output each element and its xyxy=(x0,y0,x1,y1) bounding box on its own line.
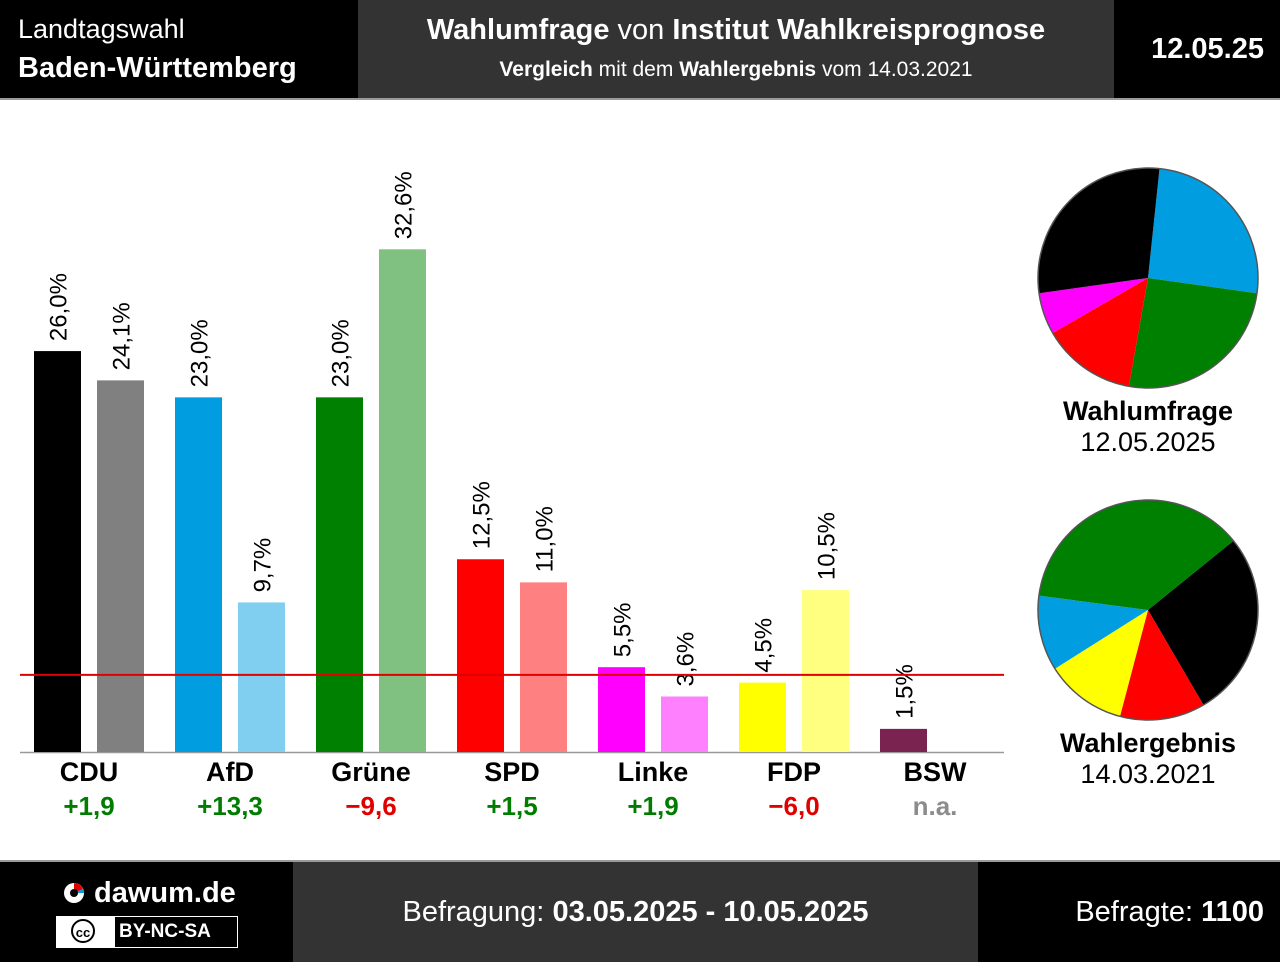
bar-value-label: 24,1% xyxy=(109,302,136,370)
title-mid: von xyxy=(617,14,665,46)
category-label: Linke xyxy=(618,757,689,787)
survey-dates: 03.05.2025 - 10.05.2025 xyxy=(552,896,869,928)
pie-poll-slice xyxy=(1037,167,1160,294)
bar-poll-0 xyxy=(34,351,81,752)
change-label: +13,3 xyxy=(197,791,263,821)
pie-result-slice xyxy=(1119,610,1204,720)
bar-result-1 xyxy=(238,602,285,752)
title-block: Wahlumfrage von Institut Wahlkreisprogno… xyxy=(358,0,1114,98)
bar-value-label: 32,6% xyxy=(391,171,418,239)
bar-poll-4 xyxy=(598,667,645,752)
change-label: +1,9 xyxy=(627,791,678,821)
bar-poll-6 xyxy=(880,728,927,752)
pie-poll-slice xyxy=(1052,278,1148,387)
license-text: BY-NC-SA xyxy=(119,921,211,942)
election-type: Landtagswahl xyxy=(18,14,185,44)
title-strong-2: Institut Wahlkreisprognose xyxy=(672,14,1046,46)
branding-block: dawum.de cc BY-NC-SA xyxy=(0,862,293,962)
bar-value-label: 26,0% xyxy=(46,273,73,341)
site-name: dawum.de xyxy=(94,877,236,909)
pie-poll-slice xyxy=(1148,168,1259,294)
election-block: Landtagswahl Baden-Württemberg xyxy=(0,0,358,98)
subtitle-end: vom 14.03.2021 xyxy=(821,58,973,81)
pie-poll-date: 12.05.2025 xyxy=(1080,427,1216,457)
page-subtitle: Vergleich mit dem Wahlergebnis vom 14.03… xyxy=(358,58,1114,82)
category-label: FDP xyxy=(767,757,821,787)
pie-result-name: Wahlergebnis xyxy=(1059,728,1237,758)
bar-poll-2 xyxy=(316,397,363,752)
bar-value-label: 12,5% xyxy=(469,481,496,549)
respondents-label: Befragte: xyxy=(1075,896,1194,928)
dawum-logo-icon xyxy=(64,883,84,903)
respondents: Befragte: 1100 xyxy=(1075,896,1264,929)
bar-value-label: 1,5% xyxy=(892,664,919,719)
bar-result-2 xyxy=(379,249,426,753)
poll-date-short: 12.05.25 xyxy=(1151,33,1264,65)
bar-poll-3 xyxy=(457,559,504,752)
survey-label: Befragung: xyxy=(402,896,545,928)
site-logo[interactable]: dawum.de xyxy=(62,877,236,910)
license-badge[interactable]: cc BY-NC-SA xyxy=(56,916,238,948)
category-label: CDU xyxy=(60,757,119,787)
bar-chart: 26,0% 24,1% CDU +1,9 23,0% 9,7% AfD +13,3 23,0% 3… xyxy=(20,167,1259,821)
bar-value-label: 5,5% xyxy=(610,602,637,657)
cc-icon: cc xyxy=(57,917,115,947)
pie-poll-slice xyxy=(1039,278,1148,333)
header-bar: Landtagswahl Baden-Württemberg Wahlumfra… xyxy=(0,0,1280,100)
change-label: n.a. xyxy=(913,791,958,821)
subtitle-strong-1: Vergleich xyxy=(499,58,593,81)
subtitle-mid: mit dem xyxy=(598,58,674,81)
footer-bar: dawum.de cc BY-NC-SA Befragung: 03.05.20… xyxy=(0,860,1280,962)
bar-value-label: 9,7% xyxy=(250,538,277,593)
respondents-count: 1100 xyxy=(1201,896,1264,928)
change-label: −6,0 xyxy=(768,791,819,821)
survey-period: Befragung: 03.05.2025 - 10.05.2025 xyxy=(293,896,978,929)
pie-result-slice xyxy=(1148,540,1259,705)
page-title: Wahlumfrage von Institut Wahlkreisprogno… xyxy=(358,14,1114,47)
survey-period-block: Befragung: 03.05.2025 - 10.05.2025 xyxy=(293,862,978,962)
bar-result-5 xyxy=(802,590,849,752)
pie-poll-name: Wahlumfrage xyxy=(1062,396,1233,426)
pie-result-date: 14.03.2021 xyxy=(1080,759,1216,789)
pie-poll-outline xyxy=(1037,167,1259,389)
bar-result-3 xyxy=(520,582,567,752)
bar-poll-5 xyxy=(739,682,786,752)
bar-value-label: 23,0% xyxy=(187,319,214,387)
bar-result-0 xyxy=(97,380,144,752)
category-label: BSW xyxy=(904,757,968,787)
bar-result-4 xyxy=(661,696,708,752)
bar-poll-1 xyxy=(175,397,222,752)
change-label: +1,9 xyxy=(63,791,114,821)
pie-poll-caption: Wahlumfrage 12.05.2025 xyxy=(1048,396,1248,458)
title-strong-1: Wahlumfrage xyxy=(426,14,610,46)
pie-result-caption: Wahlergebnis 14.03.2021 xyxy=(1048,728,1248,790)
change-label: −9,6 xyxy=(345,791,396,821)
pie-result-slice xyxy=(1038,499,1234,610)
bar-value-label: 23,0% xyxy=(328,319,355,387)
category-label: Grüne xyxy=(331,757,411,787)
pie-result-slice xyxy=(1038,595,1148,669)
bar-value-label: 11,0% xyxy=(532,506,559,572)
pie-poll-slice xyxy=(1128,278,1257,389)
bar-value-label: 4,5% xyxy=(751,618,778,673)
state-name: Baden-Württemberg xyxy=(18,52,297,84)
pie-result-slice xyxy=(1054,610,1148,717)
respondents-block: Befragte: 1100 xyxy=(978,862,1280,962)
category-label: SPD xyxy=(484,757,540,787)
bar-value-label: 3,6% xyxy=(673,632,700,687)
category-label: AfD xyxy=(206,757,254,787)
date-block: 12.05.25 xyxy=(1114,0,1280,98)
subtitle-strong-2: Wahlergebnis xyxy=(679,58,817,81)
pie-result-outline xyxy=(1037,499,1259,721)
change-label: +1,5 xyxy=(486,791,537,821)
bar-value-label: 10,5% xyxy=(814,512,841,580)
